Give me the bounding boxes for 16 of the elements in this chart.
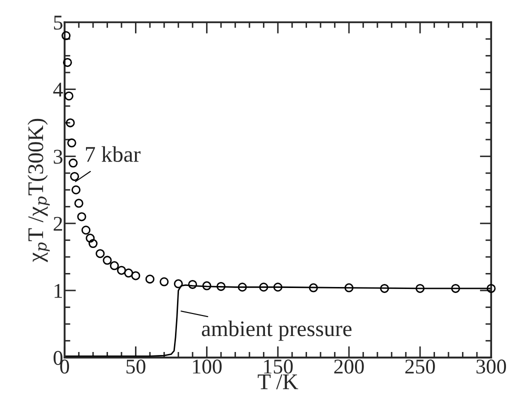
y-axis-title: χ$_{p}$T /χ$_{p}$T(300K) (28, 118, 50, 262)
y-tick-label: 4 (53, 82, 63, 97)
x-axis-title: T /K (258, 374, 298, 390)
y-tick-label: 5 (54, 16, 62, 30)
legend-label: ambient pressure (202, 320, 352, 341)
y-tick-label: 2 (54, 216, 62, 231)
y-tick-label: 0 (54, 350, 62, 365)
x-tick-label: 100 (193, 360, 222, 374)
x-tick-label: 250 (405, 360, 435, 374)
series-label: 7 kbar (86, 146, 140, 162)
y-tick-label: 1 (54, 284, 62, 298)
x-tick-label: 200 (334, 360, 364, 374)
x-tick-label: 150 (264, 360, 293, 374)
x-tick-label: 50 (126, 360, 146, 374)
y-tick-label: 3 (54, 150, 62, 164)
x-tick-label: 300 (476, 360, 506, 374)
